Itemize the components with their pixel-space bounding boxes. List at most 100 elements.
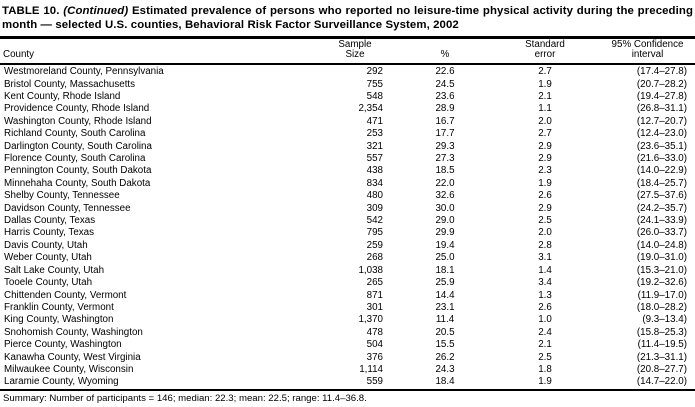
cell-sample-size: 292 — [366, 66, 383, 78]
table-continued-label: (Continued) — [63, 5, 129, 17]
cell-confidence-interval: (9.3–13.4) — [642, 314, 687, 326]
cell-percent: 14.4 — [435, 289, 455, 301]
table-row: Washington County, Rhode Island 471 16.7 2.… — [0, 116, 695, 128]
cell-standard-error: 2.7 — [538, 128, 552, 140]
cell-standard-error: 2.9 — [538, 153, 552, 165]
cell-standard-error: 1.9 — [538, 78, 552, 90]
table-title-line1: TABLE 10. (Continued) Estimated prevalen… — [2, 4, 693, 18]
cell-percent: 22.0 — [435, 177, 455, 189]
cell-sample-size: 478 — [366, 326, 383, 338]
table-row: Chittenden County, Vermont 871 14.4 1.3 (11.… — [0, 290, 695, 302]
cell-county: Milwaukee County, Wisconsin — [4, 363, 134, 375]
cell-confidence-interval: (23.6–35.1) — [636, 140, 687, 152]
table-row: Shelby County, Tennessee 480 32.6 2.6 (27.5–… — [0, 190, 695, 202]
cell-confidence-interval: (19.4–27.8) — [636, 91, 687, 102]
cell-county: Pierce County, Washington — [4, 339, 122, 351]
cell-sample-size: 253 — [366, 128, 383, 140]
cell-confidence-interval: (14.0–24.8) — [636, 239, 687, 251]
table-title-line2: month — selected U.S. counties, Behavior… — [2, 19, 459, 31]
cell-confidence-interval: (14.0–22.9) — [636, 165, 687, 177]
cell-confidence-interval: (26.0–33.7) — [636, 227, 687, 239]
cell-standard-error: 2.9 — [538, 202, 552, 214]
cell-standard-error: 2.8 — [538, 239, 552, 251]
cell-county: Snohomish County, Washington — [4, 326, 143, 338]
cell-percent: 19.4 — [435, 239, 455, 251]
cell-percent: 24.3 — [435, 363, 455, 375]
cell-sample-size: 376 — [366, 351, 383, 363]
table-row: Franklin County, Vermont 301 23.1 2.6 (18.0–… — [0, 302, 695, 314]
cell-confidence-interval: (19.0–31.0) — [636, 252, 687, 264]
prevalence-table: County Sample Size % Standard error 95% … — [0, 38, 695, 391]
rule-below-title — [0, 36, 695, 39]
standard-error-header-line1: Standard — [525, 38, 565, 50]
table-row: Laramie County, Wyoming 559 18.4 1.9 (14.7–2… — [0, 376, 695, 391]
cell-county: Kent County, Rhode Island — [4, 91, 121, 102]
cell-sample-size: 259 — [366, 239, 383, 251]
cell-county: Kanawha County, West Virginia — [4, 351, 141, 363]
cell-percent: 28.9 — [435, 103, 455, 115]
cell-county: Richland County, South Carolina — [4, 128, 146, 140]
cell-standard-error: 2.1 — [538, 91, 552, 102]
cell-standard-error: 1.1 — [538, 103, 552, 115]
cell-standard-error: 2.6 — [538, 190, 552, 202]
column-header-standard-error: Standard error — [490, 38, 600, 66]
cell-confidence-interval: (14.7–22.0) — [600, 376, 695, 391]
table-row: Weber County, Utah 268 25.0 3.1 (19.0–31.0) — [0, 252, 695, 264]
cell-county: King County, Washington — [4, 314, 114, 326]
cell-sample-size: 795 — [366, 227, 383, 239]
cell-county: Florence County, South Carolina — [4, 153, 146, 165]
cell-standard-error: 2.6 — [538, 301, 552, 313]
cell-percent: 17.7 — [435, 128, 455, 140]
column-header-county: County — [0, 38, 330, 66]
cell-standard-error: 3.4 — [538, 277, 552, 289]
cell-percent: 30.0 — [435, 202, 455, 214]
cell-standard-error: 2.1 — [538, 339, 552, 351]
cell-county: Weber County, Utah — [4, 252, 92, 264]
cell-confidence-interval: (11.4–19.5) — [637, 339, 687, 351]
cell-sample-size: 755 — [366, 78, 383, 90]
cell-sample-size: 309 — [366, 202, 383, 214]
cell-confidence-interval: (26.8–31.1) — [636, 103, 687, 115]
cell-confidence-interval: (12.4–23.0) — [636, 128, 687, 140]
cell-county: Minnehaha County, South Dakota — [4, 177, 151, 189]
cell-percent: 27.3 — [435, 153, 455, 165]
cell-sample-size: 1,370 — [358, 314, 383, 326]
table-row: King County, Washington 1,370 11.4 1.0 (9.3–… — [0, 314, 695, 326]
table-row: Dallas County, Texas 542 29.0 2.5 (24.1–33.9… — [0, 215, 695, 227]
cell-percent: 32.6 — [435, 190, 455, 202]
cell-confidence-interval: (11.9–17.0) — [637, 289, 687, 301]
cell-confidence-interval: (24.2–35.7) — [636, 202, 687, 214]
table-row: Westmoreland County, Pennsylvania 292 22.6… — [0, 64, 695, 78]
table-row: Kent County, Rhode Island 548 23.6 2.1 (19.4… — [0, 91, 695, 103]
cell-county: Westmoreland County, Pennsylvania — [4, 66, 164, 78]
cell-sample-size: 557 — [366, 153, 383, 165]
cell-county: Chittenden County, Vermont — [4, 289, 127, 301]
cell-county: Pennington County, South Dakota — [4, 165, 152, 177]
cell-standard-error: 2.0 — [538, 227, 552, 239]
cell-standard-error: 1.0 — [538, 314, 552, 326]
cell-sample-size: 559 — [330, 376, 400, 391]
cell-confidence-interval: (19.2–32.6) — [636, 277, 687, 289]
cell-sample-size: 480 — [366, 190, 383, 202]
cell-confidence-interval: (15.8–25.3) — [636, 326, 687, 338]
table-row: Darlington County, South Carolina 321 29.3… — [0, 141, 695, 153]
column-header-percent: % — [400, 38, 490, 66]
cell-standard-error: 1.9 — [490, 376, 600, 391]
cell-confidence-interval: (24.1–33.9) — [636, 215, 687, 227]
cell-percent: 23.6 — [435, 91, 455, 102]
cell-sample-size: 321 — [366, 140, 383, 152]
cell-percent: 29.3 — [435, 140, 455, 152]
cell-standard-error: 2.7 — [538, 66, 552, 78]
cell-sample-size: 301 — [366, 301, 383, 313]
cell-sample-size: 471 — [366, 115, 383, 127]
table-row: Minnehaha County, South Dakota 834 22.0 1.9… — [0, 178, 695, 190]
cell-percent: 22.6 — [435, 66, 455, 78]
table-row: Pierce County, Washington 504 15.5 2.1 (11.4… — [0, 339, 695, 351]
table-row: Davis County, Utah 259 19.4 2.8 (14.0–24.8) — [0, 240, 695, 252]
cell-confidence-interval: (27.5–37.6) — [636, 190, 687, 202]
table-row: Milwaukee County, Wisconsin 1,114 24.3 1.8 (… — [0, 364, 695, 376]
cell-county: Washington County, Rhode Island — [4, 115, 152, 127]
sample-size-header-line1: Sample — [338, 38, 372, 50]
cell-confidence-interval: (17.4–27.8) — [636, 66, 687, 78]
summary-footnote: Summary: Number of participants = 146; m… — [3, 392, 367, 404]
